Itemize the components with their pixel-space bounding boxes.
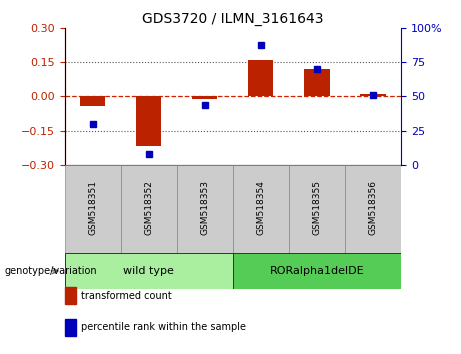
Title: GDS3720 / ILMN_3161643: GDS3720 / ILMN_3161643 [142,12,324,26]
Bar [233,165,289,253]
Bar [121,165,177,253]
Text: GSM518354: GSM518354 [256,179,266,235]
Text: GSM518355: GSM518355 [313,179,321,235]
Text: percentile rank within the sample: percentile rank within the sample [81,322,246,332]
Text: wild type: wild type [123,266,174,276]
Bar [65,253,233,289]
Bar [136,97,161,147]
Text: GSM518356: GSM518356 [368,179,378,235]
Text: GSM518351: GSM518351 [88,179,97,235]
Text: genotype/variation: genotype/variation [5,266,97,276]
Bar [65,165,121,253]
Bar [80,97,105,105]
Bar [233,253,401,289]
Bar [177,165,233,253]
Text: RORalpha1delDE: RORalpha1delDE [270,266,364,276]
Text: transformed count: transformed count [81,291,171,301]
Text: GSM518352: GSM518352 [144,179,153,235]
Text: GSM518353: GSM518353 [200,179,209,235]
Bar [345,165,401,253]
Bar [361,94,386,97]
Bar [304,69,330,97]
Bar [248,60,273,97]
Bar [289,165,345,253]
Bar [192,97,218,99]
